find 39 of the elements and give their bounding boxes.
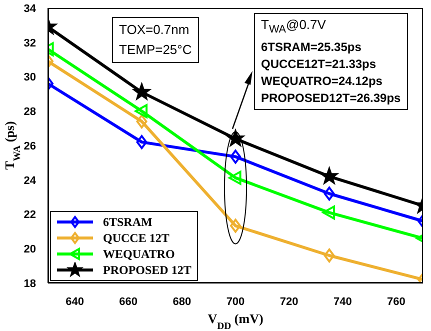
- x-tick-label: 740: [333, 296, 352, 308]
- point: [136, 114, 148, 128]
- x-axis-title: V$_{DD}$ (mV): [208, 311, 264, 331]
- legend-label: QUCCE 12T: [103, 230, 170, 246]
- annotation: TOX=0.7nm: [119, 22, 190, 37]
- y-tick-label: 18: [24, 278, 36, 290]
- point: [324, 186, 335, 201]
- x-tick-label: 700: [226, 296, 245, 308]
- x-tick-label: 640: [66, 296, 84, 308]
- legend-label: 6TSRAM: [103, 214, 152, 230]
- y-tick-label: 32: [24, 37, 36, 50]
- annotation: PROPOSED12T=26.39ps: [261, 90, 401, 105]
- legend-label: PROPOSED 12T: [103, 262, 192, 278]
- y-tick-label: 20: [24, 244, 36, 256]
- point: [226, 129, 245, 147]
- y-tick-label: 24: [24, 174, 37, 187]
- annotation: TEMP=25°C: [119, 42, 192, 57]
- point: [230, 150, 241, 164]
- point: [136, 135, 148, 150]
- point: [324, 248, 335, 262]
- y-tick-label: 34: [24, 2, 37, 15]
- annotation: QUCCE12T=21.33ps: [261, 56, 376, 71]
- point: [230, 218, 241, 233]
- point: [320, 166, 338, 184]
- point: [132, 82, 151, 100]
- annotation: WEQUATRO=24.12ps: [261, 74, 382, 88]
- x-tick-label: 660: [119, 296, 138, 308]
- x-tick-label: 680: [172, 296, 192, 308]
- y-tick-label: 28: [24, 106, 36, 118]
- x-tick-label: 760: [387, 296, 406, 308]
- legend-label: WEQUATRO: [103, 246, 175, 262]
- y-tick-label: 30: [24, 72, 36, 84]
- y-tick-label: 22: [24, 209, 36, 222]
- annotation: 6TSRAM=25.35ps: [261, 40, 362, 54]
- x-tick-label: 720: [280, 296, 298, 308]
- annotation: T$_{WA}$@0.7V: [261, 17, 326, 36]
- y-tick-label: 26: [24, 140, 36, 152]
- point: [322, 206, 336, 220]
- point: [228, 170, 242, 185]
